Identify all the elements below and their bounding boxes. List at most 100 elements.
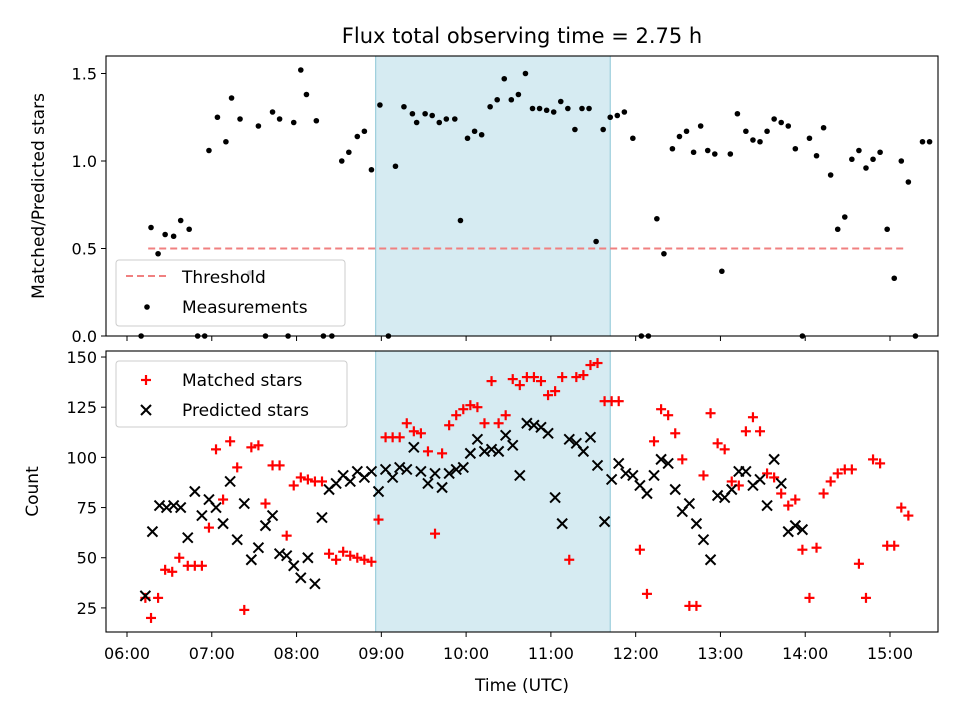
predicted-star-point (238, 497, 250, 510)
measurement-point (354, 133, 361, 140)
predicted-star-point (796, 523, 809, 536)
measurement-point (593, 238, 599, 245)
predicted-star-point (726, 483, 738, 496)
measurement-point (806, 135, 813, 142)
measurement-point (905, 179, 912, 185)
predicted-star-point (160, 501, 173, 514)
matched-star-point (698, 470, 709, 481)
bottom-y-axis-label: Count (23, 466, 43, 517)
measurement-point (697, 123, 704, 129)
matched-star-point (211, 444, 222, 455)
top-axes-frame (105, 55, 939, 337)
predicted-star-point (401, 463, 413, 476)
matched-star-point (860, 592, 871, 603)
measurement-point (630, 135, 636, 142)
legend-matched-swatch (141, 375, 151, 385)
predicted-star-point (415, 465, 427, 478)
predicted-star-point (174, 501, 187, 514)
predicted-star-point (471, 433, 484, 446)
matched-star-point (755, 426, 766, 437)
measurement-point (501, 75, 508, 82)
predicted-star-point (273, 548, 286, 560)
measurement-point (471, 128, 478, 135)
measurement-point (443, 116, 450, 122)
predicted-star-point (189, 485, 201, 498)
matched-star-point (712, 438, 723, 449)
measurement-point (457, 217, 464, 224)
matched-star-point (331, 554, 342, 565)
top-legend-box (115, 259, 346, 327)
predicted-star-point (196, 509, 208, 522)
x-tick-label: 11:00 (528, 644, 574, 663)
measurement-point (614, 112, 621, 119)
measurement-point (813, 152, 820, 159)
predicted-star-point (563, 433, 575, 446)
legend-plus-marker (141, 375, 151, 385)
measurement-point (269, 109, 276, 115)
measurement-point (522, 70, 529, 77)
x-tick-label: 09:00 (358, 644, 404, 663)
matched-star-point (316, 476, 327, 487)
measurement-point (464, 135, 471, 142)
matched-star-point (691, 600, 702, 611)
matched-star-point (422, 446, 433, 457)
predicted-star-point (139, 590, 152, 602)
x-tick-label: 10:00 (443, 644, 489, 663)
matched-star-point (174, 552, 185, 563)
matched-star-point (514, 380, 525, 391)
matched-star-point (634, 544, 645, 555)
predicted-star-point (217, 517, 229, 530)
matched-star-point (804, 592, 815, 603)
matched-star-point (437, 448, 448, 459)
measurement-point (926, 138, 933, 145)
matched-star-point (196, 560, 207, 571)
measurement-point (494, 96, 500, 103)
measurement-point (834, 226, 841, 233)
predicted-star-point (210, 501, 222, 514)
measurement-point (550, 109, 557, 115)
measurement-point (764, 128, 770, 135)
measurement-point (422, 110, 428, 117)
measurement-point (155, 250, 161, 257)
predicted-star-point (492, 445, 505, 458)
measurement-point (654, 215, 660, 222)
matched-star-point (415, 428, 426, 439)
predicted-star-point (450, 463, 462, 476)
measurement-point (162, 231, 168, 238)
predicted-star-point (288, 560, 300, 572)
measurement-point (827, 172, 834, 178)
predicted-star-point (478, 445, 491, 458)
matched-star-point (571, 372, 582, 383)
legend-predicted-label: Predicted stars (182, 401, 309, 421)
measurement-point (727, 151, 734, 157)
matched-star-point (430, 528, 441, 539)
legend-matched-label: Matched stars (182, 371, 302, 391)
measurement-point (186, 226, 192, 233)
legend-predicted-swatch (140, 404, 152, 416)
chart-title: Flux total observing time = 2.75 h (342, 24, 702, 48)
bottom-y-tick-label: 50 (77, 549, 97, 568)
measurement-point (820, 124, 827, 131)
legend-x-marker (140, 404, 152, 416)
measurement-point (661, 250, 667, 257)
predicted-star-point (457, 461, 469, 474)
predicted-star-point (542, 427, 554, 439)
matched-star-point (564, 554, 575, 565)
matched-star-point (726, 476, 737, 487)
bottom-plot-area (139, 358, 914, 623)
measurement-point (543, 107, 550, 114)
measurement-point (368, 166, 375, 173)
predicted-star-point (429, 467, 441, 480)
measurement-point (757, 138, 763, 145)
measurement-point (478, 131, 485, 138)
x-tick-label: 08:00 (274, 644, 320, 663)
measurement-point (841, 214, 848, 220)
x-tick-label: 14:00 (782, 644, 828, 663)
measurement-point (704, 147, 711, 154)
matched-star-point (500, 410, 511, 421)
matched-star-point (338, 546, 349, 557)
matched-star-point (146, 612, 157, 623)
predicted-star-point (528, 419, 540, 431)
predicted-star-point (443, 467, 455, 480)
top-legend: Threshold Measurements (115, 259, 346, 327)
